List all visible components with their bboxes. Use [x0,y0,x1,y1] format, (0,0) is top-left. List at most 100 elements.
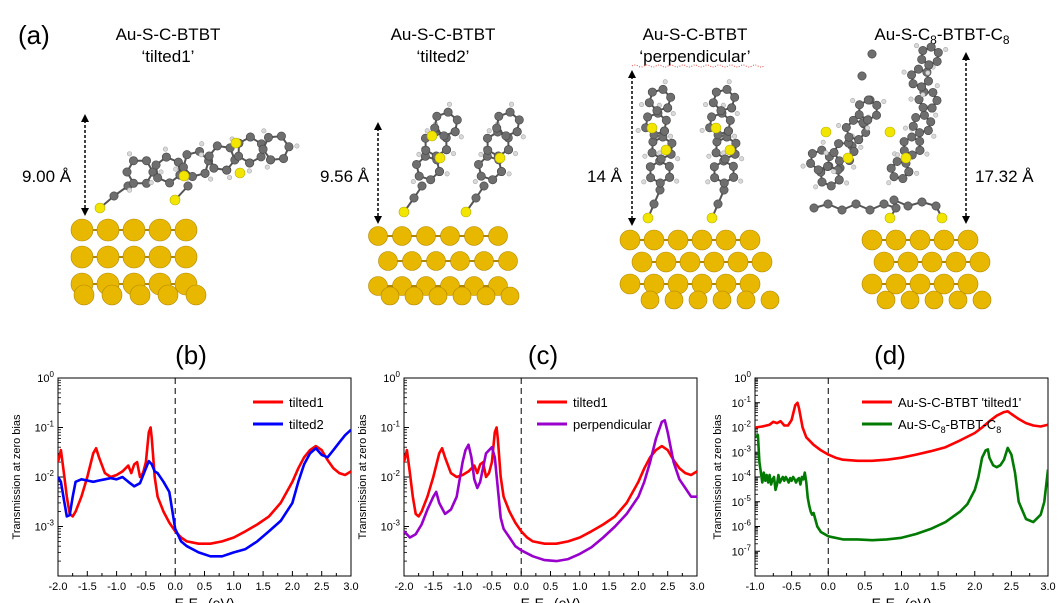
gold-atom [380,286,400,306]
y-tick-label: 10-2 [35,469,55,484]
y-tick-label: 10-7 [732,543,752,558]
sulfur-atom [169,194,181,206]
sulfur-atom [842,152,854,164]
hydrogen-atom [886,180,892,186]
carbon-atom [854,100,864,110]
hydrogen-atom [127,151,133,157]
sulfur-atom [230,137,242,149]
carbon-atom [426,175,436,185]
distance-arrow-tilted2 [374,122,382,224]
carbon-atom [851,199,861,209]
gold-atom [96,218,120,242]
carbon-atom [844,132,854,142]
carbon-atom [863,115,873,125]
hydrogen-atom [706,153,712,159]
hydrogen-atom [227,175,233,181]
hydrogen-atom [858,144,864,150]
gold-atom [474,251,494,271]
gold-atom [727,251,749,273]
hydrogen-atom [416,151,422,157]
carbon-atom [872,110,882,120]
x-axis-label: E-EF (eV) [872,595,932,603]
sulfur-atom [234,167,246,179]
gold-atom [378,251,398,271]
distance-label-c8: 17.32 Å [975,167,1034,186]
carbon-atom [153,173,163,183]
hydrogen-atom [410,179,416,185]
hydrogen-atom [914,170,920,176]
carbon-atom [483,145,493,155]
molecule-title-tilted2-line2: ‘tilted2’ [417,47,470,66]
carbon-atom [488,175,498,185]
carbon-atom [854,110,864,120]
x-tick-label: 0.5 [857,581,872,593]
sulfur-atom [724,144,736,156]
legend-label: Au-S-C-BTBT 'tilted1' [898,395,1021,410]
hydrogen-atom [850,98,856,104]
panel-label: (d) [874,340,906,370]
carbon-atom [857,71,867,81]
gold-atom [873,251,895,273]
carbon-atom [834,139,844,149]
carbon-atom [927,103,937,113]
x-tick-label: 2.5 [660,581,675,593]
molecule-title-c8-line1: Au-S-C8-BTBT-C8 [874,25,1010,47]
gold-atom [488,226,508,246]
gold-atom [464,226,484,246]
legend-label: tilted2 [289,417,324,432]
sulfur-atom [710,122,722,134]
chart-panel-b: (b) -2.0 -1.5 -1.0 -0.5 0.0 0.5 1.0 1.5 2.0 2.5 3.0… [11,340,359,603]
carbon-atom [263,132,273,142]
carbon-atom [494,111,504,121]
hydrogen-atom [173,166,179,172]
carbon-atom [918,46,928,56]
gold-atom [157,284,179,306]
sulfur-atom [426,130,438,142]
hydrogen-atom [662,79,668,85]
carbon-atom [492,123,502,133]
legend-label: perpendicular [573,417,652,432]
x-tick-label: 0.5 [543,581,558,593]
sulfur-atom [94,202,106,214]
gold-atom [691,273,713,295]
carbon-atom [187,172,197,182]
hydrogen-atom [208,176,214,182]
carbon-atom [245,132,255,142]
sulfur-atom [884,212,896,224]
y-tick-label: 10-1 [35,420,55,435]
gold-atom [664,290,684,310]
legend-label: tilted1 [573,395,608,410]
hydrogen-atom [513,151,519,157]
gold-atom [70,218,94,242]
carbon-atom [834,175,844,185]
hydrogen-atom [726,79,732,85]
hydrogen-atom [641,179,647,185]
gold-atom [667,229,689,251]
hydrogen-atom [920,92,926,98]
gold-atom [73,284,95,306]
hydrogen-atom [675,156,681,162]
carbon-atom [504,145,514,155]
hydrogen-atom [246,168,252,174]
hydrogen-atom [264,164,270,170]
carbon-atom [647,87,657,97]
gold-atom [736,290,756,310]
gold-atom [861,273,883,295]
gold-atom [440,226,460,246]
hydrogen-atom [844,180,850,186]
gold-atom [498,251,518,271]
y-tick-label: 10-1 [381,420,401,435]
gold-atom [739,229,761,251]
carbon-atom [879,199,889,209]
carbon-atom [256,152,266,162]
hydrogen-atom [478,151,484,157]
carbon-atom [439,131,449,141]
sulfur-atom [884,126,896,138]
gold-atom [185,284,207,306]
gold-atom [751,251,773,273]
carbon-atom [917,197,927,207]
hydrogen-atom [520,134,526,140]
carbon-atom [652,106,662,116]
hydrogen-atom [294,143,300,149]
hydrogen-atom [451,151,457,157]
